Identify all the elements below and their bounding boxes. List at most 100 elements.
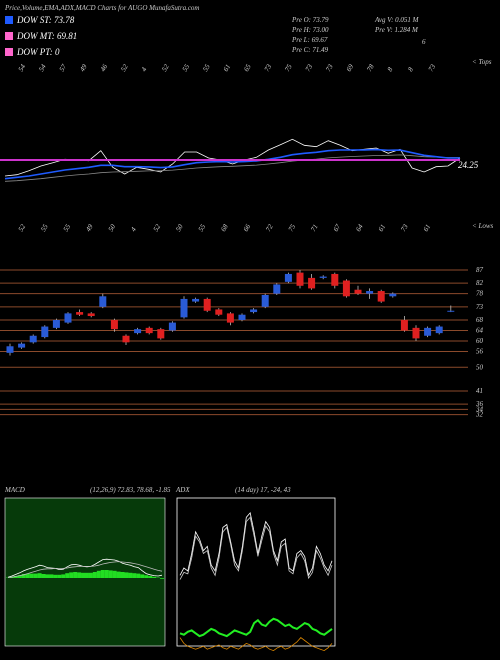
- macd-line: [7, 561, 163, 578]
- adx-line: [179, 617, 333, 638]
- candle-body: [424, 327, 432, 336]
- low-label: 52: [17, 223, 28, 233]
- histogram-bar: [128, 572, 133, 578]
- candle-body: [377, 291, 385, 302]
- histogram-bar: [160, 578, 164, 579]
- candle-body: [99, 296, 107, 307]
- candle-body: [261, 294, 269, 307]
- top-label: 73: [304, 63, 315, 73]
- top-label: 55: [201, 63, 212, 73]
- histogram-bar: [88, 572, 93, 578]
- top-label: 73: [324, 63, 335, 73]
- candle-body: [400, 319, 408, 331]
- level-label: 50: [476, 363, 484, 371]
- histogram-bar: [108, 570, 113, 578]
- candle-body: [250, 309, 258, 313]
- top-label: 69: [345, 63, 356, 73]
- candle-body: [354, 289, 362, 294]
- histogram-bar: [84, 572, 89, 578]
- candle-body: [366, 291, 374, 294]
- histogram-bar: [116, 571, 121, 578]
- candle-body: [157, 329, 165, 339]
- top-label: 8: [386, 66, 395, 73]
- level-label: 34: [475, 405, 484, 413]
- histogram-bar: [120, 572, 125, 578]
- histogram-bar: [124, 572, 129, 578]
- lows-marker: < Lows: [472, 222, 494, 230]
- low-label: 61: [377, 223, 387, 233]
- top-label: 65: [242, 63, 253, 73]
- low-label: 73: [399, 223, 410, 233]
- low-label: 71: [309, 223, 319, 233]
- adx-panel: [176, 497, 336, 647]
- adx-line: [179, 516, 333, 580]
- candle-body: [203, 298, 211, 311]
- histogram-bar: [144, 575, 149, 578]
- top-label: 49: [78, 63, 89, 73]
- histogram-bar: [104, 570, 109, 578]
- legend-swatch: [5, 48, 13, 56]
- level-label: 41: [476, 387, 483, 395]
- tops-marker: < Tops: [472, 58, 492, 66]
- level-label: 60: [476, 337, 484, 345]
- histogram-bar: [13, 576, 18, 578]
- chart-title: Price,Volume,EMA,ADX,MACD Charts for AUG…: [4, 4, 200, 12]
- low-label: 4: [129, 226, 138, 233]
- histogram-bar: [61, 574, 66, 578]
- level-label: 82: [476, 279, 484, 287]
- panel-params: (12,26,9) 72.83, 78.68, -1.85: [90, 486, 171, 494]
- histogram-bar: [81, 572, 86, 578]
- stat: Pre O: 73.79: [291, 16, 329, 24]
- histogram-bar: [92, 572, 97, 578]
- candle-body: [389, 293, 397, 297]
- panel-title: ADX: [175, 486, 190, 494]
- legend-label: DOW PT: 0: [16, 47, 60, 57]
- histogram-bar: [132, 573, 137, 578]
- top-label: 55: [181, 63, 192, 73]
- histogram-bar: [69, 572, 74, 578]
- top-label: 57: [58, 63, 69, 73]
- candle-body: [284, 273, 292, 282]
- candle-body: [331, 273, 339, 286]
- candle-body: [319, 276, 327, 278]
- histogram-bar: [112, 570, 117, 578]
- candle-body: [238, 314, 246, 320]
- histogram-bar: [37, 573, 42, 578]
- top-label: 61: [222, 63, 232, 73]
- low-label: 61: [422, 223, 432, 233]
- top-label: 46: [99, 63, 110, 73]
- histogram-bar: [49, 574, 54, 578]
- low-label: 50: [107, 223, 118, 233]
- top-label: 78: [365, 63, 376, 73]
- low-label: 55: [39, 223, 50, 233]
- level-label: 56: [476, 348, 484, 356]
- histogram-bar: [100, 570, 105, 578]
- histogram-bar: [152, 576, 157, 578]
- histogram-bar: [29, 573, 34, 578]
- low-label: 50: [174, 223, 185, 233]
- top-label: 75: [283, 63, 294, 73]
- candle-body: [134, 329, 142, 334]
- stat: Pre V: 1.284 M: [374, 26, 419, 34]
- top-label: 73: [427, 63, 438, 73]
- candle-body: [87, 313, 95, 317]
- candle-body: [145, 327, 153, 334]
- candle-body: [215, 309, 223, 315]
- candle-body: [168, 322, 176, 331]
- legend-label: DOW MT: 69.81: [16, 31, 77, 41]
- level-label: 64: [476, 326, 484, 334]
- top-label: 52: [119, 63, 130, 73]
- candle-body: [110, 319, 118, 330]
- top-label: 8: [406, 66, 415, 73]
- candle-body: [192, 298, 200, 302]
- low-label: 68: [219, 223, 230, 233]
- histogram-bar: [17, 575, 22, 578]
- candle-body: [29, 335, 37, 343]
- low-label: 72: [264, 223, 275, 233]
- histogram-bar: [148, 576, 153, 578]
- histogram-bar: [41, 574, 46, 578]
- candle-body: [342, 280, 350, 297]
- stat: Pre L: 69.67: [291, 36, 328, 44]
